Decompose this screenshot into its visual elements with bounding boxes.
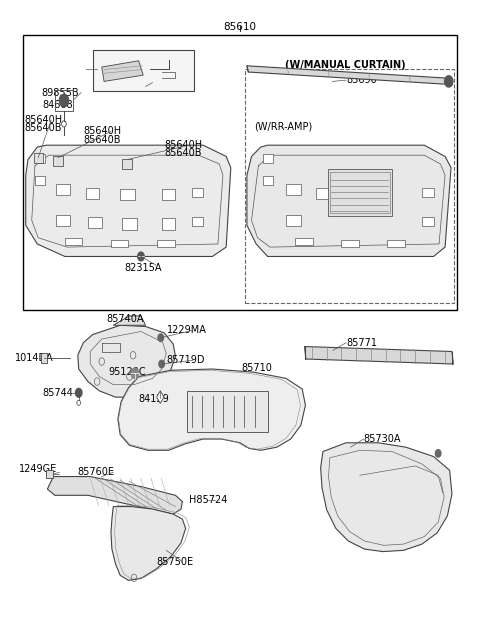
Bar (93, 50, 194, 91)
Polygon shape (113, 316, 145, 325)
Bar (330, 172, 390, 212)
Text: 89855B: 89855B (41, 87, 79, 98)
Polygon shape (78, 325, 176, 397)
Polygon shape (304, 346, 453, 364)
Bar (55, 89, 73, 112)
Bar (316, 188, 329, 199)
Circle shape (158, 334, 164, 341)
Bar (263, 176, 273, 184)
Text: 85640H: 85640H (84, 126, 121, 137)
Polygon shape (156, 391, 164, 403)
Text: 85750E: 85750E (156, 556, 193, 567)
Text: 85730A: 85730A (363, 434, 401, 444)
Text: 85640B: 85640B (164, 148, 202, 158)
Text: 85690: 85690 (346, 75, 377, 85)
Text: 85610: 85610 (224, 22, 256, 32)
Bar (162, 218, 176, 230)
Circle shape (131, 367, 139, 379)
Bar (46, 470, 53, 478)
Bar (245, 69, 454, 303)
Text: 85744: 85744 (43, 388, 73, 397)
Bar (295, 238, 313, 245)
Bar (65, 238, 83, 245)
Bar (35, 176, 45, 184)
Text: 85771: 85771 (346, 338, 377, 348)
Bar (192, 217, 203, 226)
Bar (162, 189, 175, 200)
Bar (422, 217, 433, 226)
Text: (W/RR-AMP): (W/RR-AMP) (254, 121, 312, 131)
Polygon shape (48, 477, 182, 514)
Bar (88, 217, 102, 228)
Bar (263, 154, 273, 163)
Text: 1229MA: 1229MA (167, 325, 207, 335)
Polygon shape (247, 145, 451, 256)
Text: 85640H: 85640H (164, 140, 202, 150)
Text: 92750A: 92750A (113, 64, 151, 74)
Text: (W/MANUAL CURTAIN): (W/MANUAL CURTAIN) (285, 60, 406, 70)
Text: 95120C: 95120C (108, 367, 146, 377)
Polygon shape (118, 369, 305, 450)
Bar (157, 240, 175, 247)
Bar (422, 188, 433, 197)
Polygon shape (26, 145, 231, 256)
Text: 1249GE: 1249GE (19, 464, 57, 474)
Polygon shape (102, 61, 143, 82)
Bar (120, 189, 135, 200)
Bar (286, 215, 301, 226)
Text: 85719D: 85719D (166, 355, 205, 366)
Circle shape (75, 389, 82, 397)
Polygon shape (111, 507, 186, 581)
Text: 85640B: 85640B (84, 135, 121, 145)
Bar (122, 159, 132, 169)
Text: H85724: H85724 (189, 495, 228, 505)
Bar (387, 240, 405, 247)
Text: 85710: 85710 (241, 363, 272, 373)
Text: 18643P: 18643P (130, 78, 166, 87)
Text: 82315A: 82315A (125, 263, 162, 272)
Bar (41, 353, 48, 363)
Bar (111, 240, 129, 247)
Bar (341, 240, 359, 247)
Bar (56, 184, 71, 195)
Text: 85740A: 85740A (107, 314, 144, 324)
Bar (34, 152, 43, 163)
Circle shape (444, 76, 453, 87)
Polygon shape (321, 443, 452, 552)
Bar (35, 154, 45, 163)
Bar (122, 218, 137, 230)
Bar (53, 156, 62, 167)
Text: 85760E: 85760E (78, 467, 115, 477)
Polygon shape (247, 66, 451, 84)
Bar (24, 34, 456, 309)
Text: 85640H: 85640H (24, 115, 62, 125)
Bar (327, 169, 392, 216)
Circle shape (435, 450, 441, 457)
Bar (187, 391, 268, 431)
Circle shape (138, 252, 144, 261)
Text: 1014DA: 1014DA (15, 353, 54, 363)
Bar (192, 188, 203, 197)
Circle shape (159, 360, 165, 367)
Text: 84668: 84668 (43, 100, 73, 110)
Bar (85, 188, 98, 199)
Bar (286, 184, 301, 195)
Text: 84129: 84129 (139, 394, 169, 404)
Circle shape (60, 94, 69, 107)
Bar (56, 215, 71, 226)
Text: 85640B: 85640B (24, 123, 62, 133)
